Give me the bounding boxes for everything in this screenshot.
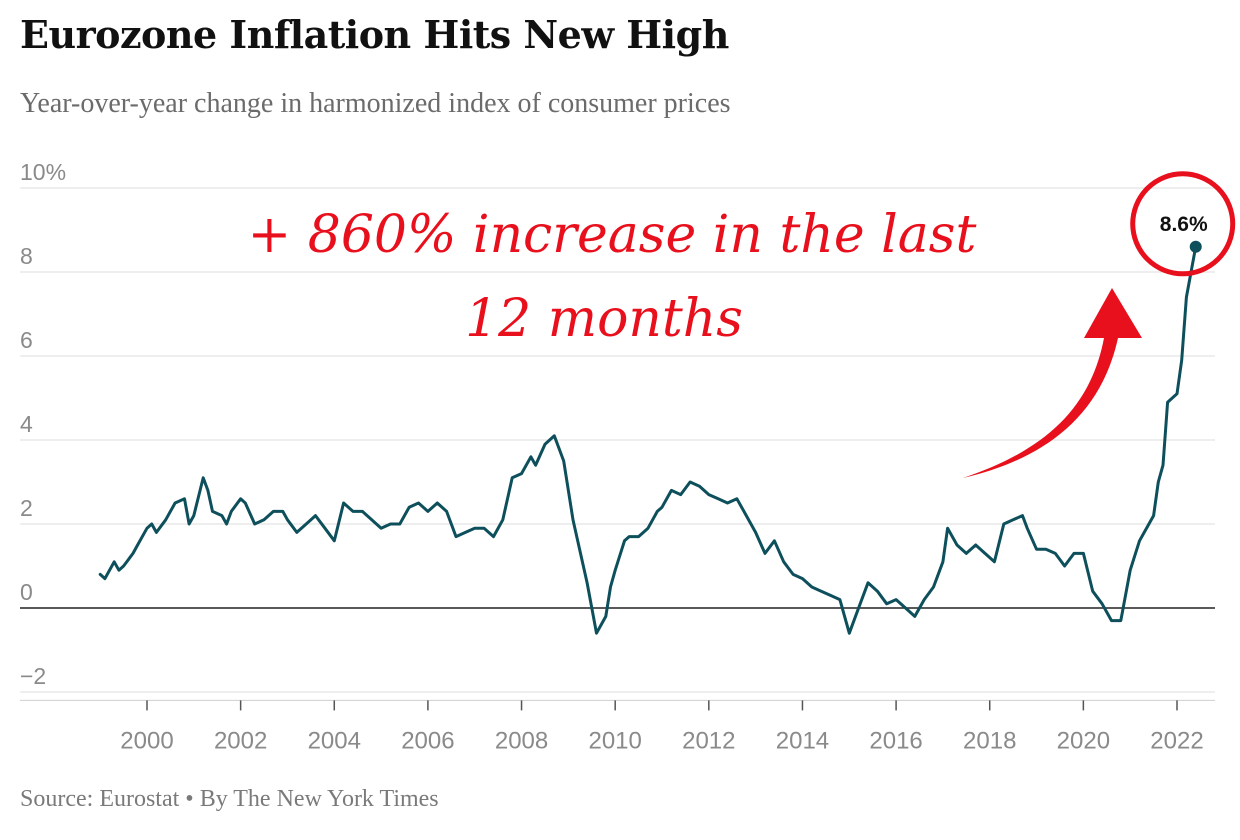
y-tick-label: 0 xyxy=(20,579,33,605)
x-tick-label: 2014 xyxy=(776,727,829,754)
x-tick-label: 2002 xyxy=(214,727,267,754)
gridlines xyxy=(20,187,1215,693)
x-tick-label: 2018 xyxy=(963,727,1016,754)
x-tick-label: 2020 xyxy=(1057,727,1110,754)
highlight-circle xyxy=(1130,171,1236,277)
y-tick-label: 8 xyxy=(20,243,33,269)
x-tick-label: 2016 xyxy=(869,727,922,754)
annotation-line-2: 12 months xyxy=(465,289,743,349)
y-tick-label: 2 xyxy=(20,495,33,521)
x-tick-label: 2012 xyxy=(682,727,735,754)
x-tick-label: 2006 xyxy=(401,727,454,754)
latest-value-callout: 8.6% xyxy=(1130,171,1236,277)
x-tick-label: 2022 xyxy=(1150,727,1203,754)
latest-point-dot xyxy=(1189,240,1202,253)
x-tick-label: 2004 xyxy=(308,727,361,754)
y-tick-label: 4 xyxy=(20,411,33,437)
latest-value-label: 8.6% xyxy=(1160,213,1208,236)
chart-subtitle: Year-over-year change in harmonized inde… xyxy=(20,88,731,119)
x-tick-label: 2008 xyxy=(495,727,548,754)
y-tick-label: 6 xyxy=(20,327,33,353)
handwritten-annotation: + 860% increase in the last 12 months xyxy=(248,205,1142,478)
annotation-line-1: + 860% increase in the last xyxy=(248,205,977,265)
y-tick-label: −2 xyxy=(20,663,46,689)
x-axis: 2000 2002 2004 2006 2008 2010 2012 2014 2016 2018… xyxy=(20,699,1215,754)
source-credit: Source: Eurostat • By The New York Times xyxy=(20,786,439,812)
y-tick-label: 10% xyxy=(20,159,66,185)
x-tick-label: 2010 xyxy=(588,727,641,754)
inflation-series-line xyxy=(98,245,1198,635)
chart-title: Eurozone Inflation Hits New High xyxy=(20,12,729,57)
x-tick-label: 2000 xyxy=(120,727,173,754)
red-arrow-icon xyxy=(963,288,1142,478)
y-axis-ticks: −2 0 2 4 6 8 10% xyxy=(20,159,66,689)
